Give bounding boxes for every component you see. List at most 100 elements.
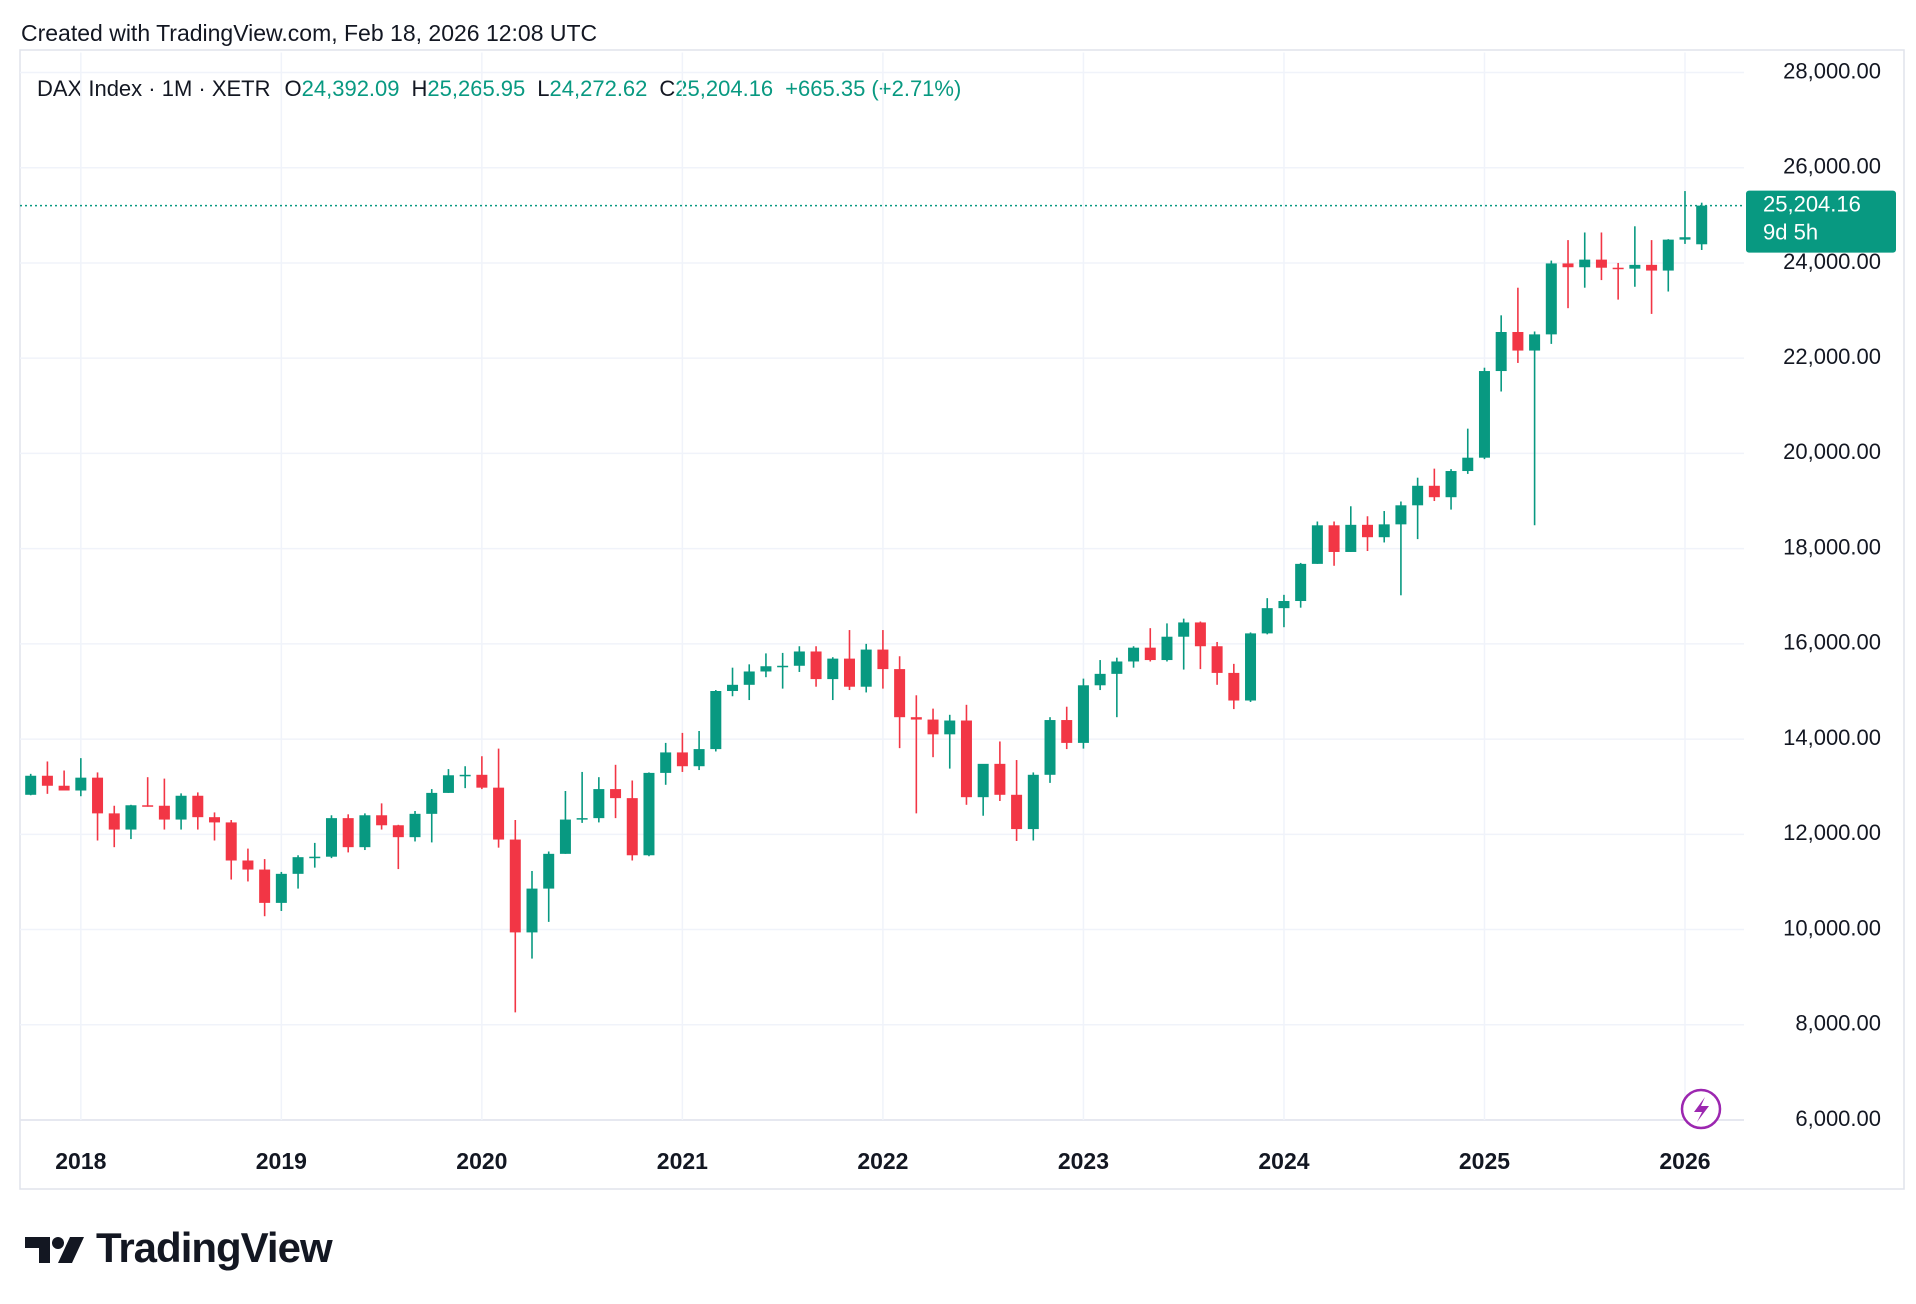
candle-body <box>543 853 555 889</box>
candle-body <box>994 763 1006 795</box>
legend-value: 25,265.95 <box>427 76 525 101</box>
candle-body <box>559 819 571 854</box>
candle-body <box>960 720 972 798</box>
candle-body <box>1278 601 1290 609</box>
brand-logo <box>25 1237 84 1263</box>
candle-body <box>1545 263 1557 335</box>
symbol: DAX Index · 1M · XETR <box>37 76 271 101</box>
candle-body <box>877 649 889 670</box>
grid <box>20 52 1744 1121</box>
candle-body <box>142 805 154 807</box>
candle-body <box>1696 205 1708 245</box>
candle-body <box>643 772 655 856</box>
candle-body <box>610 789 622 799</box>
countdown-label: 9d 5h <box>1763 219 1818 244</box>
candle-body <box>58 785 70 791</box>
candle-body <box>1311 525 1323 564</box>
candle-body <box>827 658 839 680</box>
candle-body <box>1662 239 1674 271</box>
candle-body <box>1295 563 1307 602</box>
candle-body <box>175 795 187 820</box>
candle-body <box>793 651 805 666</box>
last-price-box <box>1746 190 1896 253</box>
y-tick-label: 28,000.00 <box>1783 58 1881 83</box>
y-tick-label: 16,000.00 <box>1783 630 1881 655</box>
candle-body <box>1362 524 1373 538</box>
candle-body <box>1478 371 1490 458</box>
candle-body <box>325 818 337 857</box>
legend-change: +665.35 (+2.71%) <box>785 76 961 101</box>
candle-body <box>526 888 538 933</box>
candle-body <box>676 752 688 767</box>
candle-body <box>944 720 956 735</box>
candle-body <box>1595 259 1607 268</box>
candle-body <box>1428 485 1440 498</box>
legend-key: H <box>412 76 428 101</box>
candle-body <box>593 789 605 819</box>
candle-body <box>1178 622 1190 637</box>
candle-body <box>1579 259 1591 268</box>
candle-body <box>1646 264 1658 271</box>
candle-body <box>509 839 521 933</box>
x-tick-label: 2019 <box>256 1148 307 1174</box>
candle-body <box>1128 647 1140 662</box>
candle-body <box>25 775 37 795</box>
candle-body <box>927 719 939 735</box>
x-tick-label: 2025 <box>1459 1148 1510 1174</box>
x-tick-label: 2026 <box>1659 1148 1710 1174</box>
candle-body <box>309 856 321 859</box>
y-tick-label: 12,000.00 <box>1783 820 1881 845</box>
candle-body <box>292 857 304 874</box>
candle-body <box>376 815 388 826</box>
x-tick-label: 2018 <box>55 1148 106 1174</box>
y-tick-label: 14,000.00 <box>1783 725 1881 750</box>
candle-body <box>710 691 722 750</box>
candle-body <box>242 860 254 870</box>
candle-body <box>476 774 488 788</box>
y-tick-label: 20,000.00 <box>1783 439 1881 464</box>
candle-body <box>225 822 237 861</box>
candle-body <box>693 749 705 767</box>
last-price-label: 25,204.16 <box>1763 191 1861 216</box>
candle-body <box>743 671 755 685</box>
candle-body <box>1094 673 1106 686</box>
candle-body <box>1345 524 1357 552</box>
legend-value: 25,204.16 <box>675 76 773 101</box>
candle-body <box>442 775 454 793</box>
candle-body <box>1111 661 1123 674</box>
alert-icon <box>1680 1088 1722 1130</box>
candle-body <box>626 798 638 856</box>
x-tick-label: 2023 <box>1058 1148 1109 1174</box>
x-tick-label: 2024 <box>1258 1148 1309 1174</box>
candle-body <box>409 813 421 838</box>
candle-body <box>75 777 87 791</box>
legend-value: 24,392.09 <box>302 76 400 101</box>
candle-body <box>259 869 271 903</box>
candle-body <box>459 774 471 777</box>
candle-body <box>1612 267 1624 270</box>
candle-body <box>1529 334 1541 351</box>
candle-body <box>209 817 221 823</box>
y-tick-label: 18,000.00 <box>1783 534 1881 559</box>
candle-body <box>1462 457 1474 472</box>
ohlc-legend: DAX Index · 1M · XETR O24,392.09 H25,265.9… <box>37 76 961 101</box>
candle-body <box>108 813 120 830</box>
candle-body <box>777 665 789 668</box>
candle-body <box>41 775 53 786</box>
chart-frame <box>19 49 1905 1190</box>
candle-body <box>192 795 204 818</box>
x-tick-label: 2022 <box>857 1148 908 1174</box>
candle-body <box>1161 636 1173 661</box>
legend-key: O <box>285 76 302 101</box>
candle-body <box>1445 471 1457 498</box>
legend-key: C <box>659 76 675 101</box>
candle-body <box>1144 647 1156 661</box>
candle-body <box>1061 720 1073 743</box>
candle-body <box>426 792 438 814</box>
candle-body <box>1228 672 1240 701</box>
candle-body <box>275 873 287 903</box>
x-tick-label: 2021 <box>657 1148 708 1174</box>
candle-body <box>910 717 922 720</box>
candle-body <box>1261 608 1273 634</box>
